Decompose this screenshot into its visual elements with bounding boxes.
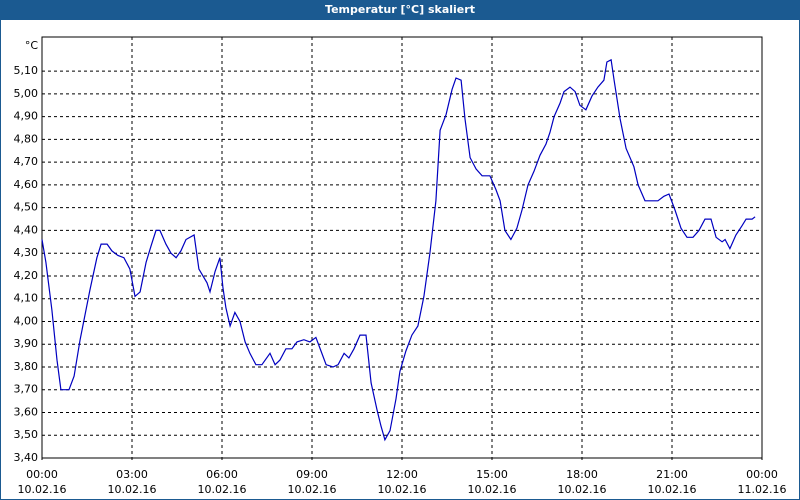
x-tick-date: 11.02.16 xyxy=(738,483,787,496)
y-tick-label: 4,20 xyxy=(14,269,39,282)
y-tick-label: 4,50 xyxy=(14,201,39,214)
x-tick-date: 10.02.16 xyxy=(648,483,697,496)
y-tick-label: 3,40 xyxy=(14,451,39,464)
title-bar xyxy=(0,0,800,20)
x-tick-date: 10.02.16 xyxy=(288,483,337,496)
y-tick-label: 4,10 xyxy=(14,292,39,305)
x-tick-label: 00:00 xyxy=(746,468,778,481)
chart-title: Temperatur [°C] skaliert xyxy=(325,3,475,16)
x-tick-label: 15:00 xyxy=(476,468,508,481)
y-tick-label: 4,00 xyxy=(14,314,39,327)
x-tick-date: 10.02.16 xyxy=(198,483,247,496)
y-tick-label: 4,30 xyxy=(14,246,39,259)
y-tick-label: 3,70 xyxy=(14,383,39,396)
y-tick-label: 5,00 xyxy=(14,87,39,100)
y-tick-label: 3,90 xyxy=(14,337,39,350)
x-tick-date: 10.02.16 xyxy=(468,483,517,496)
x-tick-label: 00:00 xyxy=(26,468,58,481)
y-tick-label: 5,10 xyxy=(14,64,39,77)
x-tick-label: 03:00 xyxy=(116,468,148,481)
y-tick-label: 4,90 xyxy=(14,110,39,123)
x-tick-label: 12:00 xyxy=(386,468,418,481)
data-line xyxy=(41,58,756,442)
x-tick-date: 10.02.16 xyxy=(18,483,67,496)
y-tick-label: 4,40 xyxy=(14,223,39,236)
x-tick-label: 06:00 xyxy=(206,468,238,481)
x-tick-date: 10.02.16 xyxy=(558,483,607,496)
y-tick-label: 4,80 xyxy=(14,132,39,145)
x-tick-label: 21:00 xyxy=(656,468,688,481)
x-tick-label: 18:00 xyxy=(566,468,598,481)
y-tick-label: 3,80 xyxy=(14,360,39,373)
y-tick-label: 3,50 xyxy=(14,428,39,441)
y-tick-label: 3,60 xyxy=(14,405,39,418)
y-tick-label: 4,60 xyxy=(14,178,39,191)
x-tick-date: 10.02.16 xyxy=(108,483,157,496)
x-tick-date: 10.02.16 xyxy=(378,483,427,496)
x-tick-label: 09:00 xyxy=(296,468,328,481)
y-unit: °C xyxy=(25,39,39,52)
y-tick-label: 4,70 xyxy=(14,155,39,168)
